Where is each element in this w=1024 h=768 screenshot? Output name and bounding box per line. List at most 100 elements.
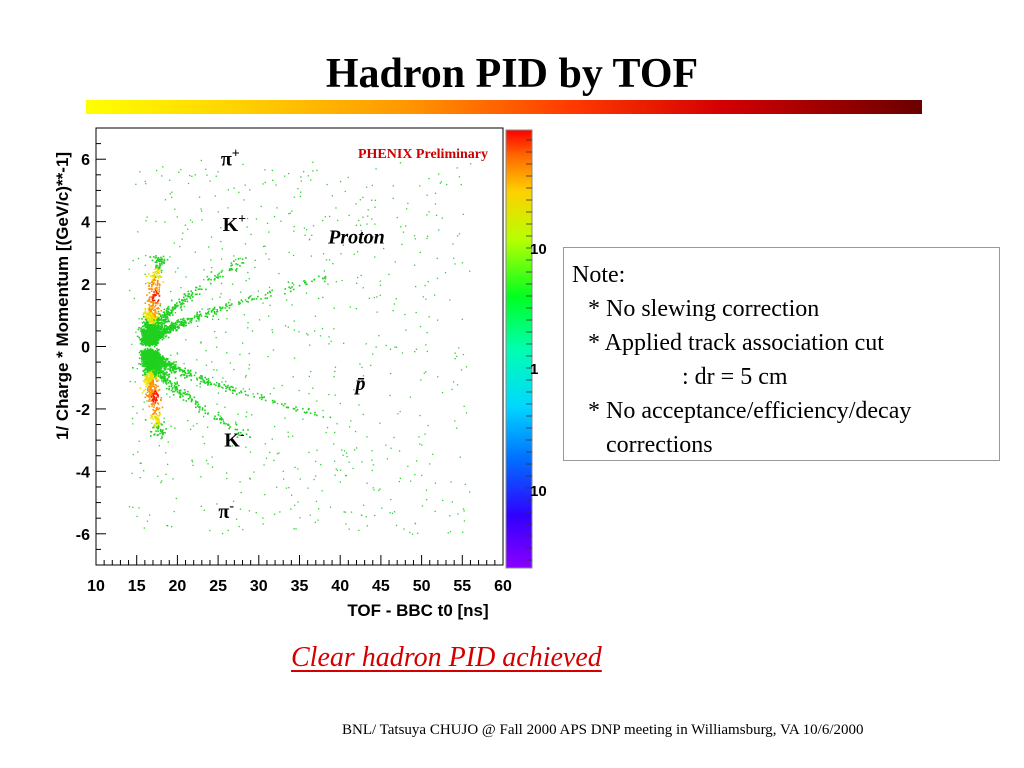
noise-point <box>205 459 208 462</box>
data-point <box>172 394 175 396</box>
noise-point <box>451 388 453 391</box>
noise-point <box>215 336 217 339</box>
data-point <box>206 316 209 319</box>
data-point <box>150 383 153 385</box>
noise-point <box>226 472 228 474</box>
data-point <box>170 372 173 374</box>
noise-point <box>345 523 347 525</box>
data-point <box>222 387 224 389</box>
noise-point <box>356 391 358 393</box>
data-point <box>217 414 220 416</box>
noise-point <box>396 216 398 219</box>
data-point <box>153 326 155 328</box>
data-point <box>160 259 162 261</box>
noise-point <box>401 352 404 354</box>
data-point <box>204 412 207 414</box>
data-point <box>153 319 155 321</box>
noise-point <box>376 311 378 313</box>
noise-point <box>354 449 356 451</box>
data-point <box>142 333 144 335</box>
data-point <box>210 278 212 281</box>
noise-point <box>299 517 301 519</box>
data-point <box>158 317 160 319</box>
noise-point <box>306 333 308 335</box>
data-point <box>235 393 238 395</box>
data-point <box>155 328 158 330</box>
data-point <box>138 362 140 365</box>
data-point <box>153 434 155 436</box>
noise-point <box>405 329 407 331</box>
noise-point <box>399 410 401 413</box>
data-point <box>143 339 146 341</box>
noise-point <box>327 283 329 285</box>
data-point <box>148 307 151 309</box>
data-point <box>142 335 144 337</box>
data-point <box>166 358 169 361</box>
data-point <box>147 281 149 284</box>
data-point <box>245 433 248 435</box>
data-point <box>207 384 209 386</box>
data-point <box>151 315 154 318</box>
data-point <box>171 362 174 365</box>
noise-point <box>192 464 194 466</box>
noise-point <box>220 227 222 229</box>
data-point <box>228 387 231 389</box>
noise-point <box>403 528 405 530</box>
data-point <box>150 305 153 308</box>
data-point <box>156 272 158 275</box>
noise-point <box>294 504 296 506</box>
data-point <box>149 325 151 327</box>
x-tick-label: 10 <box>87 578 105 595</box>
data-point <box>286 406 289 409</box>
data-point <box>210 383 213 385</box>
noise-point <box>328 343 330 345</box>
data-point <box>137 328 140 331</box>
data-point <box>176 302 178 304</box>
data-point <box>143 312 145 314</box>
noise-point <box>185 276 187 278</box>
data-point <box>149 329 151 332</box>
data-point <box>190 319 193 322</box>
noise-point <box>310 179 312 181</box>
data-point <box>233 389 236 391</box>
noise-point <box>428 178 430 180</box>
data-point <box>149 308 152 311</box>
noise-point <box>263 245 265 248</box>
data-point <box>162 431 165 434</box>
data-point <box>191 293 194 295</box>
data-point <box>156 258 159 260</box>
data-point <box>151 308 153 311</box>
data-point <box>150 396 153 398</box>
data-point <box>175 364 177 366</box>
data-point <box>156 417 159 420</box>
noise-point <box>227 529 229 532</box>
data-point <box>142 361 145 363</box>
noise-point <box>293 329 295 331</box>
data-point <box>156 365 159 368</box>
noise-point <box>238 302 240 304</box>
data-point <box>290 290 292 293</box>
noise-point <box>337 219 339 222</box>
data-point <box>208 307 211 310</box>
data-point <box>189 396 191 399</box>
data-point <box>153 291 155 293</box>
data-point <box>159 303 162 305</box>
data-point <box>154 261 157 263</box>
noise-point <box>279 511 281 513</box>
noise-point <box>174 312 177 314</box>
noise-point <box>250 295 252 297</box>
noise-point <box>215 175 217 177</box>
data-point <box>141 356 143 358</box>
data-point <box>192 296 194 298</box>
data-point <box>160 321 163 324</box>
data-point <box>169 331 171 333</box>
noise-point <box>214 330 216 333</box>
noise-point <box>366 525 368 527</box>
data-point <box>197 315 199 318</box>
data-point <box>157 279 159 282</box>
data-point <box>144 302 147 304</box>
data-point <box>178 323 181 326</box>
data-point <box>172 323 174 325</box>
noise-point <box>165 473 167 475</box>
noise-point <box>262 302 264 304</box>
